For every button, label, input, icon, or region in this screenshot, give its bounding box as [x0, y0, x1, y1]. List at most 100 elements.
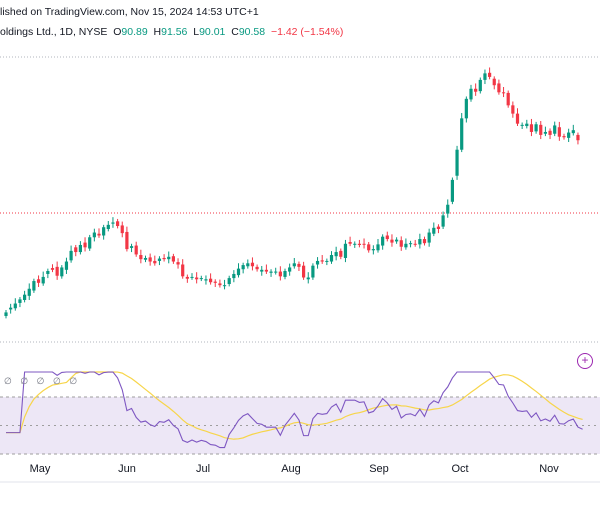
- candle: [381, 234, 385, 250]
- candle-body: [464, 98, 468, 119]
- rsi-indicator-values: ∅ ∅ ∅ ∅ ∅: [4, 376, 81, 386]
- candle-body: [167, 256, 171, 260]
- candle-body: [488, 72, 492, 77]
- candle: [460, 113, 464, 153]
- candle: [311, 263, 315, 280]
- candle-body: [432, 227, 436, 234]
- candle: [264, 264, 268, 274]
- close-label: C: [231, 26, 239, 38]
- candle: [46, 268, 50, 279]
- candle-body: [455, 149, 459, 176]
- candle-body: [571, 130, 575, 134]
- candle: [129, 243, 134, 253]
- candle: [255, 264, 259, 272]
- month-label: Oct: [451, 463, 469, 475]
- candle: [120, 221, 124, 238]
- candle-body: [469, 88, 473, 100]
- candle-body: [553, 125, 557, 134]
- candle-body: [264, 269, 268, 272]
- candle-body: [562, 136, 566, 138]
- month-label: Nov: [539, 463, 559, 475]
- candle: [506, 90, 510, 108]
- candle: [436, 224, 441, 234]
- candle: [367, 242, 371, 253]
- candle-body: [492, 78, 496, 86]
- candle-body: [102, 227, 106, 236]
- candle: [116, 218, 120, 229]
- candle: [83, 237, 87, 252]
- candle: [525, 119, 529, 129]
- candle-body: [441, 215, 445, 227]
- candle: [185, 274, 189, 283]
- candle-body: [474, 88, 478, 92]
- rsi-pane: [0, 371, 600, 483]
- candle: [218, 279, 222, 288]
- candle-body: [92, 232, 96, 238]
- candle: [353, 241, 357, 248]
- candle: [13, 298, 17, 311]
- candle-body: [125, 231, 129, 250]
- candle: [567, 128, 571, 143]
- candle-body: [4, 312, 8, 316]
- candle-body: [390, 239, 394, 243]
- candle-body: [232, 273, 236, 279]
- candle-body: [209, 278, 213, 283]
- candle: [241, 262, 245, 274]
- candle-body: [74, 247, 78, 253]
- candle: [260, 265, 264, 276]
- candle-body: [515, 113, 520, 124]
- month-label: Jun: [118, 463, 136, 475]
- candle: [250, 257, 255, 271]
- candle-body: [171, 256, 175, 262]
- candle: [418, 233, 422, 249]
- candle-body: [213, 281, 217, 283]
- candle: [246, 259, 250, 269]
- open-label: O: [113, 26, 122, 38]
- candle: [106, 221, 110, 232]
- open-value: 90.89: [121, 26, 148, 38]
- candle-body: [539, 124, 543, 135]
- candle: [315, 257, 320, 269]
- candle: [143, 255, 148, 263]
- candle-body: [506, 92, 510, 106]
- candle: [339, 248, 343, 260]
- candle-body: [78, 244, 82, 253]
- candle: [446, 199, 450, 218]
- candle: [543, 126, 547, 137]
- candle: [213, 279, 217, 287]
- candle: [399, 236, 403, 251]
- candle: [139, 249, 143, 264]
- candle-body: [557, 127, 561, 137]
- candle: [325, 258, 329, 266]
- candle-body: [525, 123, 529, 127]
- candle-body: [18, 299, 22, 303]
- candle: [455, 145, 459, 180]
- candle: [4, 310, 8, 319]
- candle-body: [450, 179, 454, 202]
- candle: [97, 228, 101, 238]
- candle: [157, 256, 162, 266]
- candle: [269, 269, 273, 277]
- candle-body: [143, 257, 148, 260]
- candle: [441, 211, 445, 229]
- candle: [69, 245, 73, 263]
- candle-body: [227, 278, 231, 285]
- candle: [320, 255, 324, 264]
- candle-body: [436, 226, 441, 229]
- candle: [232, 270, 236, 283]
- candle: [125, 226, 129, 252]
- candle-body: [348, 242, 352, 244]
- candle: [348, 236, 352, 247]
- candle-body: [236, 268, 241, 276]
- add-plus-icon[interactable]: +: [577, 353, 593, 369]
- low-value: 90.01: [199, 26, 226, 38]
- candle-body: [395, 239, 399, 242]
- month-label: May: [29, 463, 51, 475]
- candle: [488, 67, 492, 80]
- candle: [515, 108, 520, 127]
- candle: [413, 239, 417, 247]
- candle: [343, 239, 348, 263]
- candle-body: [185, 276, 189, 279]
- candle: [497, 79, 501, 95]
